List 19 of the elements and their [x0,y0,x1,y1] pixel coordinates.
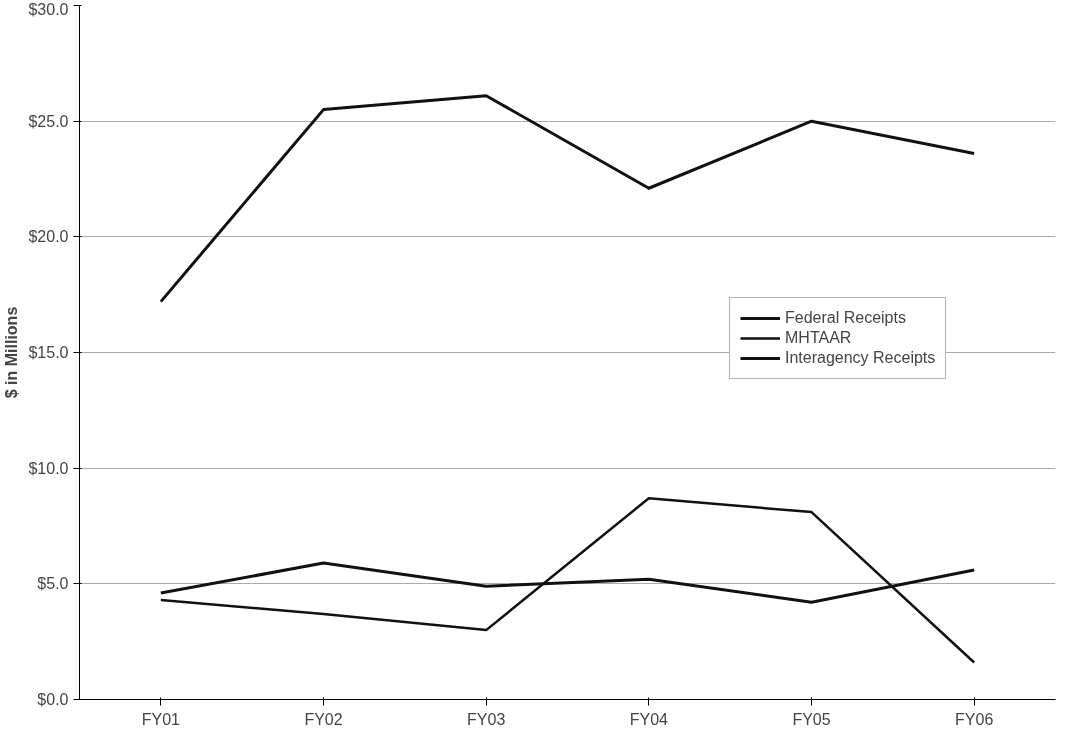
y-tick-label: $30.0 [28,0,69,18]
y-axis-title: $ in Millions [3,306,21,399]
legend-label: Federal Receipts [785,309,906,327]
y-tick-label: $0.0 [37,691,69,708]
x-tick-label: FY02 [304,710,343,728]
legend-label: MHTAAR [785,329,852,347]
x-tick-label: FY04 [629,710,669,728]
x-tick-label: FY05 [792,710,831,728]
x-tick-label: FY01 [141,710,181,728]
y-tick-label: $25.0 [28,112,69,130]
legend-label: Interagency Receipts [785,349,936,367]
x-tick-label: FY06 [955,710,994,728]
y-tick-label: $15.0 [28,344,69,361]
y-tick-label: $10.0 [28,459,69,477]
line-series [159,94,976,304]
y-tick-label: $20.0 [28,228,69,246]
line-series [159,496,976,664]
y-tick-label: $5.0 [37,575,69,593]
x-tick-label: FY03 [467,710,506,728]
